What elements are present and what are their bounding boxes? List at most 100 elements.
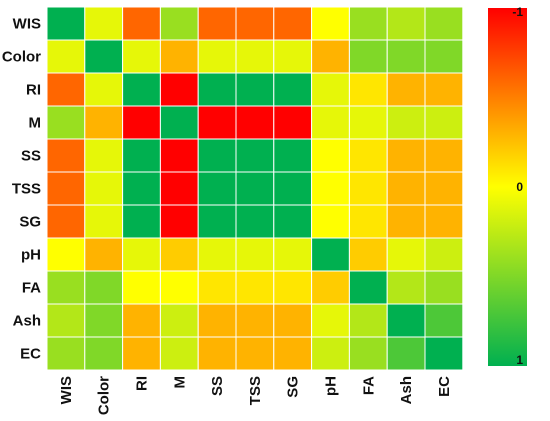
heatmap-cell-sg-wis <box>46 204 86 239</box>
heatmap-cell-color-fa <box>348 39 388 74</box>
heatmap-cell-ph-ss <box>197 237 237 272</box>
heatmap-cell-m-wis <box>46 105 86 140</box>
row-label-tss: TSS <box>12 181 41 198</box>
colorbar: -1 0 1 <box>488 5 527 367</box>
heatmap-cell-wis-ri <box>122 6 161 41</box>
row-label-ri: RI <box>26 82 41 99</box>
heatmap-cell-ri-color <box>84 72 124 107</box>
heatmap-cell-ash-ss <box>197 303 237 338</box>
heatmap-cells <box>46 6 464 371</box>
heatmap-cell-ss-ec <box>424 138 464 173</box>
row-label-ss: SS <box>21 148 41 165</box>
heatmap-cell-ash-wis <box>46 303 86 338</box>
heatmap-cell-ec-ri <box>122 336 161 371</box>
column-label-ss: SS <box>209 376 226 396</box>
heatmap-cell-fa-ph <box>311 270 350 305</box>
heatmap-cell-m-m <box>159 105 199 140</box>
heatmap-cell-sg-sg <box>273 204 313 239</box>
heatmap-cell-fa-tss <box>235 270 275 305</box>
heatmap-cell-ph-wis <box>46 237 86 272</box>
heatmap-cell-ph-ec <box>424 237 464 272</box>
heatmap-cell-ec-sg <box>273 336 313 371</box>
heatmap-cell-ph-tss <box>235 237 275 272</box>
heatmap-cell-ss-fa <box>348 138 388 173</box>
heatmap-cell-ss-color <box>84 138 124 173</box>
colorbar-tick-0: 0 <box>516 180 523 194</box>
heatmap-cell-ec-ss <box>197 336 237 371</box>
heatmap-cell-ri-ph <box>311 72 350 107</box>
heatmap-cell-ri-ash <box>386 72 426 107</box>
heatmap-cell-ph-ph <box>311 237 350 272</box>
heatmap-cell-fa-color <box>84 270 124 305</box>
heatmap-cell-ph-color <box>84 237 124 272</box>
heatmap-cell-m-sg <box>273 105 313 140</box>
heatmap-cell-ash-ec <box>424 303 464 338</box>
row-label-sg: SG <box>19 214 41 231</box>
heatmap-cell-tss-ri <box>122 171 161 206</box>
heatmap-cell-tss-ss <box>197 171 237 206</box>
heatmap-cell-ri-fa <box>348 72 388 107</box>
heatmap-cell-ash-sg <box>273 303 313 338</box>
heatmap-cell-color-ec <box>424 39 464 74</box>
heatmap-cell-wis-color <box>84 6 124 41</box>
heatmap-cell-ri-ec <box>424 72 464 107</box>
heatmap-cell-wis-tss <box>235 6 275 41</box>
heatmap-cell-fa-m <box>159 270 199 305</box>
heatmap-cell-fa-ec <box>424 270 464 305</box>
heatmap-cell-ash-ash <box>386 303 426 338</box>
heatmap-cell-ph-fa <box>348 237 388 272</box>
heatmap-cell-tss-ph <box>311 171 350 206</box>
heatmap-cell-ss-ri <box>122 138 161 173</box>
heatmap-cell-tss-m <box>159 171 199 206</box>
heatmap-cell-wis-ss <box>197 6 237 41</box>
heatmap-cell-sg-ash <box>386 204 426 239</box>
column-label-wis: WIS <box>58 376 75 404</box>
heatmap-cell-ph-ash <box>386 237 426 272</box>
heatmap-cell-ri-m <box>159 72 199 107</box>
heatmap-cell-sg-ri <box>122 204 161 239</box>
colorbar-gradient <box>488 8 527 366</box>
heatmap-cell-m-ri <box>122 105 161 140</box>
heatmap-cell-sg-ec <box>424 204 464 239</box>
heatmap-cell-fa-ss <box>197 270 237 305</box>
heatmap-cell-ec-fa <box>348 336 388 371</box>
heatmap-cell-ec-ash <box>386 336 426 371</box>
heatmap-cell-ri-ri <box>122 72 161 107</box>
heatmap-cell-sg-fa <box>348 204 388 239</box>
heatmap-cell-wis-m <box>159 6 199 41</box>
row-label-fa: FA <box>22 280 41 297</box>
heatmap-cell-fa-wis <box>46 270 86 305</box>
heatmap-cell-m-ec <box>424 105 464 140</box>
heatmap-cell-ss-m <box>159 138 199 173</box>
row-label-ec: EC <box>20 346 41 363</box>
heatmap-cell-ss-wis <box>46 138 86 173</box>
column-label-tss: TSS <box>247 376 264 405</box>
heatmap-cell-ec-wis <box>46 336 86 371</box>
heatmap-cell-fa-ri <box>122 270 161 305</box>
heatmap-cell-m-fa <box>348 105 388 140</box>
column-label-ash: Ash <box>398 376 415 404</box>
heatmap-cell-color-wis <box>46 39 86 74</box>
column-label-color: Color <box>96 376 113 415</box>
colorbar-tick--1: -1 <box>512 5 523 19</box>
heatmap-cell-tss-ash <box>386 171 426 206</box>
heatmap-cell-wis-ec <box>424 6 464 41</box>
heatmap-cell-fa-ash <box>386 270 426 305</box>
heatmap-cell-fa-sg <box>273 270 313 305</box>
row-label-m: M <box>29 115 42 132</box>
heatmap-cell-color-color <box>84 39 124 74</box>
heatmap-cell-tss-fa <box>348 171 388 206</box>
heatmap-cell-color-tss <box>235 39 275 74</box>
heatmap-cell-tss-color <box>84 171 124 206</box>
heatmap-cell-wis-ash <box>386 6 426 41</box>
heatmap-cell-ss-tss <box>235 138 275 173</box>
heatmap-cell-m-color <box>84 105 124 140</box>
heatmap-cell-sg-ss <box>197 204 237 239</box>
column-label-ph: pH <box>323 376 340 396</box>
heatmap-cell-wis-fa <box>348 6 388 41</box>
heatmap-cell-ec-m <box>159 336 199 371</box>
heatmap-cell-ss-ash <box>386 138 426 173</box>
heatmap-cell-ash-m <box>159 303 199 338</box>
heatmap-cell-fa-fa <box>348 270 388 305</box>
heatmap-cell-sg-tss <box>235 204 275 239</box>
